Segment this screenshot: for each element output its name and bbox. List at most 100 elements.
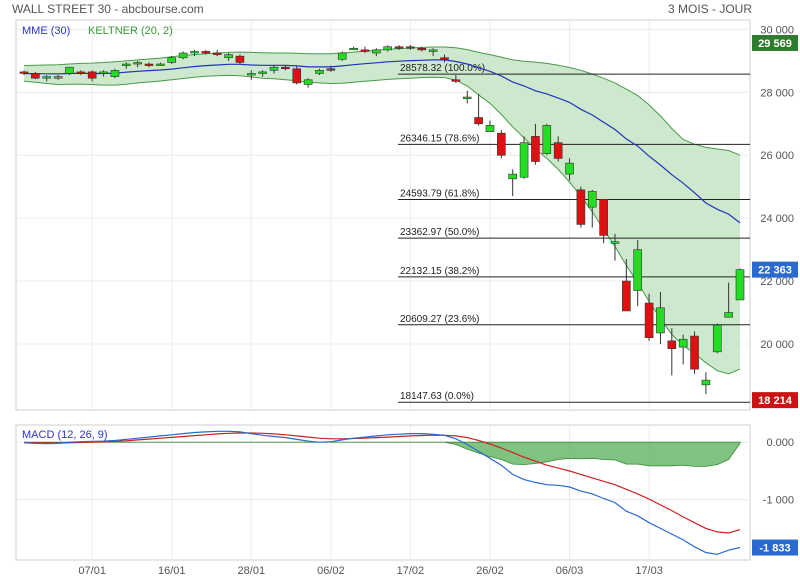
candle-body: [258, 71, 267, 74]
candle-body: [349, 48, 358, 51]
candle-body: [190, 51, 199, 54]
main-panel-frame: [15, 19, 751, 411]
period-label: 3 MOIS - JOUR: [667, 2, 752, 16]
fib-label: 24593.79 (61.8%): [400, 188, 480, 199]
candle-body: [110, 70, 120, 77]
candle-body: [201, 51, 211, 54]
fibonacci-levels: 28578.32 (100.0%) 26346.15 (78.6%) 24593.7…: [398, 63, 750, 403]
price-tags: 29 569 22 363 18 214 -1 833: [752, 34, 798, 556]
candle-body: [690, 335, 699, 370]
fib-label: 18147.63 (0.0%): [400, 391, 474, 402]
candle-body: [599, 198, 608, 236]
candle-body: [701, 379, 711, 386]
main-y-tick-label: 20 000: [760, 339, 794, 351]
candle-body: [337, 52, 347, 60]
legend-keltner: KELTNER (20, 2): [88, 25, 173, 37]
x-tick-label: 16/01: [158, 565, 186, 577]
candle-body: [383, 46, 392, 51]
main-y-tick-label: 28 000: [760, 87, 794, 99]
keltner-channel: [23, 46, 741, 375]
legend-macd: MACD (12, 26, 9): [22, 429, 108, 441]
candle-body: [360, 49, 370, 52]
candle-body: [269, 66, 279, 71]
price-tag-label: 22 363: [758, 265, 792, 277]
candle-body: [633, 249, 643, 291]
fib-label: 20609.27 (23.6%): [400, 314, 480, 325]
candle-body: [87, 71, 97, 79]
x-tick-label: 17/03: [635, 565, 663, 577]
candle-body: [724, 312, 733, 318]
macd-histogram: [24, 441, 741, 467]
candle-body: [76, 71, 86, 74]
candle-body: [644, 302, 654, 338]
candle-body: [372, 49, 381, 54]
macd-y-tick-label: -1 000: [763, 495, 794, 507]
macd-panel-frame: [15, 424, 751, 561]
x-tick-label: 06/02: [317, 565, 345, 577]
candle-body: [235, 55, 245, 63]
main-y-tick-label: 24 000: [760, 213, 794, 225]
candle-body: [178, 52, 188, 59]
candle-body: [42, 76, 52, 79]
candle-body: [553, 142, 563, 159]
keltner-fill: [24, 47, 740, 374]
keltner-lower: [23, 74, 741, 375]
candle-body: [303, 79, 313, 85]
candle-body: [394, 46, 404, 49]
candle-body: [281, 66, 290, 70]
candle-body: [542, 125, 552, 154]
macd-y-ticks: 0.000 -1 000: [763, 437, 794, 506]
candle-body: [292, 68, 302, 84]
candle-body: [565, 162, 574, 175]
candle-body: [156, 63, 165, 66]
candle-body: [19, 71, 29, 74]
main-y-tick-label: 30 000: [760, 24, 794, 36]
candle-body: [576, 189, 586, 225]
price-tag-box: [752, 261, 798, 278]
candle-body: [497, 132, 506, 156]
candle-body: [99, 71, 108, 74]
mme-line: [23, 59, 741, 224]
x-axis-ticks: 07/01 16/01 28/01 06/02 17/02 26/02 06/03 17/03: [78, 565, 662, 577]
candle-body: [531, 136, 540, 162]
x-tick-label: 06/03: [556, 565, 584, 577]
candle-body: [428, 49, 438, 52]
price-tag-box: [752, 392, 798, 409]
keltner-upper: [23, 46, 741, 156]
candle-body: [315, 70, 324, 74]
candle-body: [53, 76, 63, 79]
candle-body: [610, 241, 620, 244]
main-y-tick-label: 22 000: [760, 276, 794, 288]
x-tick-label: 17/02: [397, 565, 425, 577]
candle-body: [485, 125, 495, 132]
candle-body: [667, 340, 677, 349]
candle-body: [406, 46, 415, 49]
candle-body: [121, 63, 131, 66]
x-tick-label: 07/01: [78, 565, 106, 577]
candle-body: [712, 324, 722, 353]
candle-body: [587, 191, 597, 208]
candle-body: [326, 68, 336, 71]
fib-label: 22132.15 (38.2%): [400, 266, 480, 277]
candlesticks: [19, 45, 745, 395]
candle-body: [65, 66, 74, 74]
main-y-ticks: 20 000 22 000 24 000 26 000 28 000 30 000: [760, 24, 794, 351]
fib-label: 28578.32 (100.0%): [400, 63, 485, 74]
legend-mme: MME (30): [22, 25, 70, 37]
candle-body: [144, 63, 154, 66]
candle-body: [451, 79, 461, 82]
main-y-tick-label: 26 000: [760, 150, 794, 162]
candle-body: [462, 96, 472, 99]
candle-body: [417, 48, 427, 51]
macd-y-tick-label: 0.000: [766, 437, 794, 449]
candle-body: [622, 280, 631, 312]
candle-body: [133, 62, 142, 65]
candle-body: [212, 52, 222, 55]
chart-title: WALL STREET 30 - abcbourse.com: [12, 2, 204, 16]
candle-body: [224, 54, 233, 59]
fib-label: 23362.97 (50.0%): [400, 227, 480, 238]
candle-body: [474, 117, 483, 125]
fib-label: 26346.15 (78.6%): [400, 133, 480, 144]
macd-line: [23, 430, 741, 555]
candle-body: [678, 338, 688, 348]
